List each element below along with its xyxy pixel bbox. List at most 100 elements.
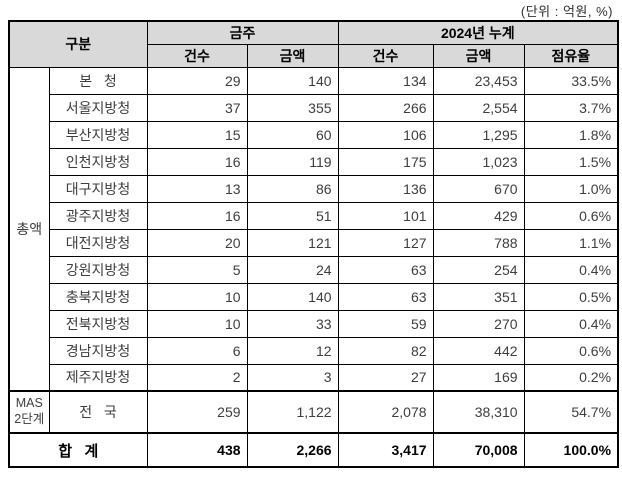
cell-share-total: 100.0% [523,432,620,468]
header-group-2024-cumulative: 2024년 누계 [337,20,620,45]
cell-count-week: 16 [146,147,248,176]
cell-amount-cum: 429 [432,201,525,230]
cell-count-cum: 2,078 [337,390,434,434]
cell-count-week: 20 [146,228,248,257]
row-name: 경남지방청 [48,336,148,365]
row-group-label-mas-stage2: MAS 2단계 [8,390,50,434]
row-name: 부산지방청 [48,120,148,149]
table-row-grand-total: 합 계 438 2,266 3,417 70,008 100.0% [7,432,620,468]
cell-count-cum: 82 [337,336,434,365]
row-name: 대전지방청 [48,228,148,257]
cell-count-cum: 27 [337,363,434,392]
table-row-mas-nationwide: MAS 2단계 전 국 259 1,122 2,078 38,310 54.7% [8,390,620,434]
row-name: 충북지방청 [48,282,148,311]
cell-count-week: 13 [146,174,248,203]
cell-count-cum: 59 [337,309,434,338]
cell-count-week: 37 [146,93,248,122]
table-row: 전북지방청 10 33 59 270 0.4% [9,309,620,338]
table-row: 강원지방청 5 24 63 254 0.4% [9,255,620,284]
row-name: 대구지방청 [48,174,148,203]
cell-amount-week: 60 [246,120,339,149]
header-col-count-cum: 건수 [337,43,434,68]
cell-count-week: 259 [146,390,248,434]
header-group-this-week: 금주 [146,20,339,45]
cell-count-week: 5 [146,255,248,284]
header-col-share: 점유율 [523,43,620,68]
cell-share: 1.1% [523,228,620,257]
cell-count-cum: 106 [337,120,434,149]
cell-amount-cum: 169 [432,363,525,392]
row-name: 인천지방청 [48,147,148,176]
cell-count-cum: 101 [337,201,434,230]
cell-count-week: 2 [146,363,248,392]
table-row: 인천지방청 16 119 175 1,023 1.5% [9,147,620,176]
row-name: 전북지방청 [48,309,148,338]
cell-count-week: 10 [146,309,248,338]
cell-amount-week: 1,122 [246,390,339,434]
cell-amount-week-total: 2,266 [246,432,339,468]
cell-amount-cum: 670 [432,174,525,203]
cell-count-cum: 136 [337,174,434,203]
cell-amount-week: 355 [246,93,339,122]
cell-share: 3.7% [523,93,620,122]
cell-amount-cum: 442 [432,336,525,365]
header-col-amount-cum: 금액 [432,43,525,68]
mas-label-line2: 2단계 [14,412,45,426]
cell-count-week: 6 [146,336,248,365]
cell-amount-cum: 2,554 [432,93,525,122]
cell-amount-cum: 351 [432,282,525,311]
cell-amount-week: 140 [246,66,339,95]
cell-share: 33.5% [523,66,620,95]
cell-count-week: 15 [146,120,248,149]
row-name: 본 청 [48,66,148,95]
cell-share: 1.5% [523,147,620,176]
cell-amount-cum: 23,453 [432,66,525,95]
cell-count-cum: 63 [337,255,434,284]
cell-share: 0.5% [523,282,620,311]
header-row-groups: 구분 금주 2024년 누계 [7,20,620,68]
cell-amount-cum: 1,023 [432,147,525,176]
cell-share: 1.0% [523,174,620,203]
header-col-count-week: 건수 [146,43,248,68]
table-row: 제주지방청 2 3 27 169 0.2% [9,363,620,392]
total-label: 합 계 [7,432,148,468]
table-row: 광주지방청 16 51 101 429 0.6% [9,201,620,230]
cell-amount-week: 86 [246,174,339,203]
cell-share: 0.4% [523,309,620,338]
cell-share: 54.7% [523,390,620,434]
cell-amount-week: 51 [246,201,339,230]
cell-amount-week: 119 [246,147,339,176]
cell-amount-cum: 788 [432,228,525,257]
row-name: 제주지방청 [48,363,148,392]
cell-amount-cum: 270 [432,309,525,338]
cell-amount-week: 121 [246,228,339,257]
cell-amount-week: 140 [246,282,339,311]
cell-amount-cum: 254 [432,255,525,284]
cell-count-cum: 134 [337,66,434,95]
cell-count-cum: 127 [337,228,434,257]
cell-amount-week: 12 [246,336,339,365]
table-row: 서울지방청 37 355 266 2,554 3.7% [9,93,620,122]
cell-amount-week: 33 [246,309,339,338]
table-row: 경남지방청 6 12 82 442 0.6% [9,336,620,365]
cell-count-week: 16 [146,201,248,230]
header-col-amount-week: 금액 [246,43,339,68]
cell-count-cum: 63 [337,282,434,311]
statistics-table: 구분 금주 2024년 누계 건수 금액 건수 금액 점유율 총액 본 청 29… [7,20,620,468]
row-name-nationwide: 전 국 [48,390,148,434]
header-corner-gubun: 구분 [7,20,148,68]
cell-amount-week: 3 [246,363,339,392]
cell-amount-cum: 1,295 [432,120,525,149]
cell-share: 1.8% [523,120,620,149]
cell-count-cum: 175 [337,147,434,176]
table-row: 대전지방청 20 121 127 788 1.1% [9,228,620,257]
cell-amount-week: 24 [246,255,339,284]
mas-label-line1: MAS [15,396,43,411]
cell-count-week-total: 438 [146,432,248,468]
cell-share: 0.2% [523,363,620,392]
table-row: 대구지방청 13 86 136 670 1.0% [9,174,620,203]
header-row-columns: 건수 금액 건수 금액 점유율 [9,43,620,68]
cell-share: 0.6% [523,201,620,230]
unit-note: (단위 : 억원, %) [520,4,613,19]
